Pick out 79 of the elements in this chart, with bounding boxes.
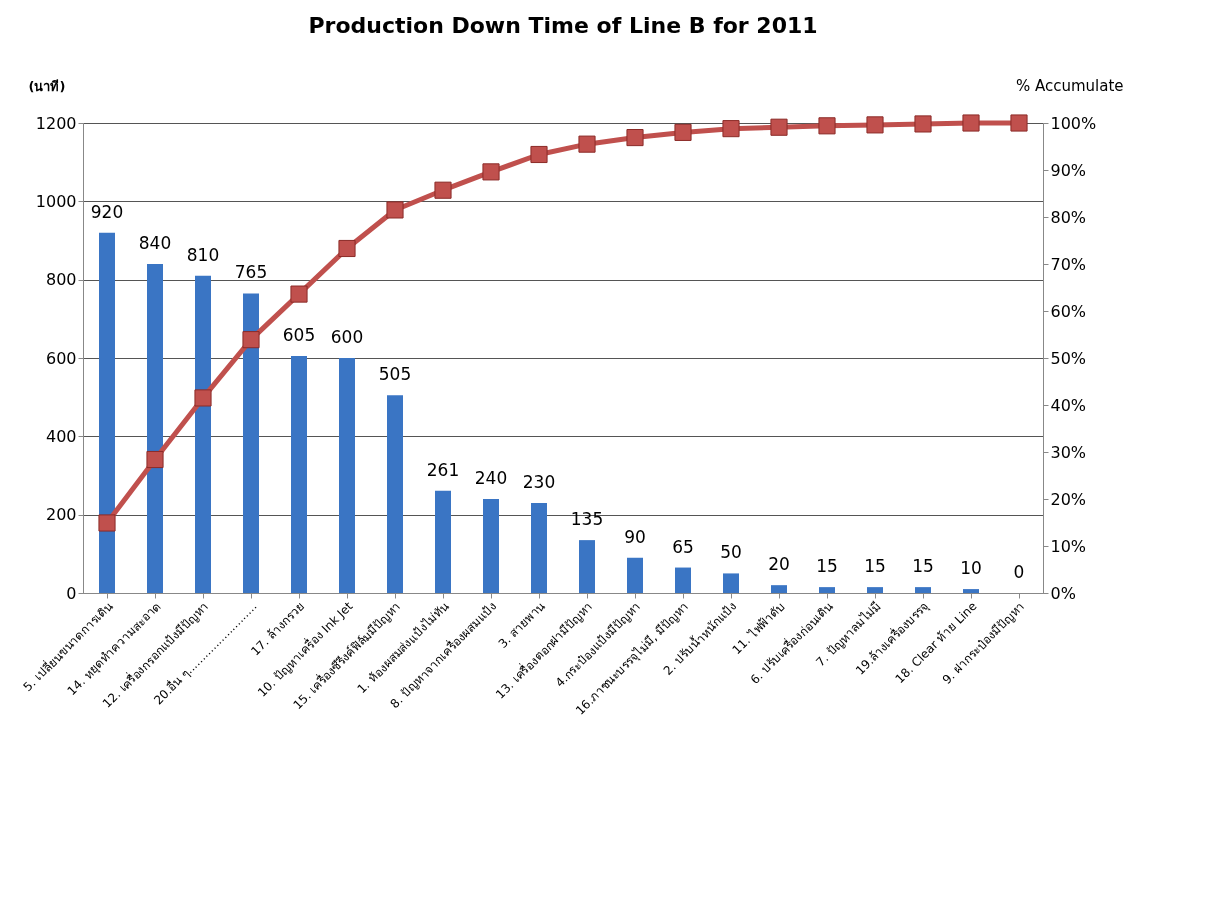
y2-tick-label: 30% xyxy=(1050,442,1087,462)
bar xyxy=(195,275,211,593)
data-label: 0 xyxy=(1013,562,1025,582)
y-tick-label: 400 xyxy=(45,426,77,446)
y2-tick-label: 80% xyxy=(1050,207,1087,227)
bar xyxy=(819,587,835,593)
bar xyxy=(771,585,787,593)
point xyxy=(626,129,644,147)
point xyxy=(578,135,596,153)
data-label: 765 xyxy=(234,262,268,283)
data-label: 600 xyxy=(330,327,364,347)
bar xyxy=(915,587,931,593)
y-tick-label: 200 xyxy=(45,505,77,525)
bar xyxy=(483,499,499,593)
y2-axis-title: % Accumulate xyxy=(1015,76,1124,95)
bar xyxy=(387,395,403,593)
data-label: 810 xyxy=(186,244,220,265)
y-axis-title: (นาที) xyxy=(28,78,66,94)
bar xyxy=(147,264,163,593)
y2-tick-label: 60% xyxy=(1050,301,1087,321)
data-label: 261 xyxy=(426,459,460,480)
point xyxy=(194,389,212,407)
data-label: 65 xyxy=(672,536,694,557)
y2-tick-label: 20% xyxy=(1050,489,1087,509)
y-tick-label: 1000 xyxy=(35,191,77,211)
data-label: 15 xyxy=(912,556,934,577)
bar xyxy=(963,589,979,593)
point xyxy=(482,163,500,181)
chart-title: Production Down Time of Line B for 2011 xyxy=(308,13,818,38)
data-label: 15 xyxy=(864,556,886,577)
y2-tick-label: 50% xyxy=(1050,348,1087,368)
y2-tick-label: 100% xyxy=(1050,113,1097,133)
bar xyxy=(867,587,883,593)
point xyxy=(674,123,692,141)
y2-tick-label: 10% xyxy=(1050,536,1087,556)
bar xyxy=(627,557,643,593)
point xyxy=(818,117,836,135)
data-label: 605 xyxy=(282,325,316,346)
point xyxy=(866,116,884,134)
point xyxy=(434,181,452,199)
bar xyxy=(291,356,307,593)
bar xyxy=(435,490,451,593)
y-tick-label: 600 xyxy=(45,348,77,368)
point xyxy=(1010,114,1028,132)
point xyxy=(386,201,404,219)
bar xyxy=(579,540,595,593)
point xyxy=(338,239,356,258)
y2-tick-label: 70% xyxy=(1050,254,1087,274)
point xyxy=(770,118,788,136)
data-label: 15 xyxy=(816,556,838,577)
point xyxy=(98,514,116,532)
data-label: 840 xyxy=(138,233,172,253)
data-label: 240 xyxy=(474,468,508,488)
data-label: 90 xyxy=(624,526,646,547)
point xyxy=(530,145,548,164)
point xyxy=(242,331,260,349)
data-label: 20 xyxy=(768,554,790,575)
data-label: 505 xyxy=(378,364,412,385)
point xyxy=(722,120,740,138)
data-label: 230 xyxy=(522,471,556,492)
bar xyxy=(675,567,691,593)
bar xyxy=(243,293,259,593)
y-tick-label: 800 xyxy=(45,270,77,290)
y-tick-label: 1200 xyxy=(35,113,77,133)
point xyxy=(962,114,980,132)
y-tick-label: 0 xyxy=(66,583,77,603)
bar xyxy=(723,573,739,593)
data-label: 920 xyxy=(90,201,124,222)
point xyxy=(914,115,932,133)
y2-tick-label: 0% xyxy=(1050,583,1076,603)
data-label: 50 xyxy=(720,542,742,563)
data-label: 10 xyxy=(960,558,982,579)
bar xyxy=(339,358,355,593)
y2-tick-label: 40% xyxy=(1050,395,1087,415)
y2-tick-label: 90% xyxy=(1050,160,1087,180)
bar xyxy=(99,232,115,593)
point xyxy=(290,285,308,303)
bar xyxy=(531,502,547,593)
point xyxy=(146,450,164,469)
